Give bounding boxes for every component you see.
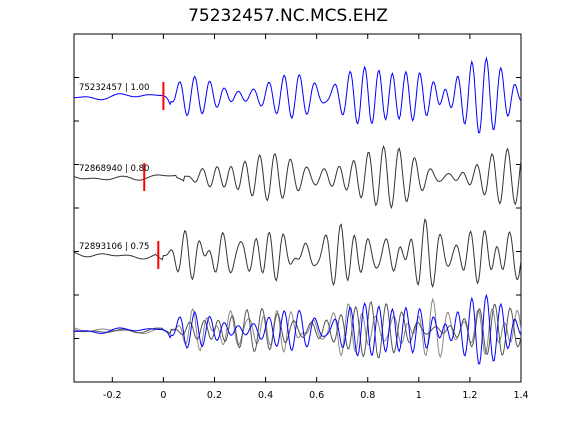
waveform-trace [73,218,522,289]
x-tick-label: 0.2 [207,390,222,401]
x-axis: -0.2 0 0.2 0.4 0.6 0.8 1 1.2 1.4 [103,34,529,401]
stacked-trace [73,293,522,365]
trace-label: 75232457 | 1.00 [79,83,149,93]
y-ticks [74,77,521,339]
waveform-traces [73,56,522,365]
x-tick-label: 0.6 [309,390,324,401]
x-tick-label: 0 [160,390,166,401]
x-tick-label: 0.8 [360,390,375,401]
trace-label: 72868940 | 0.80 [79,164,149,174]
trace-label: 72893106 | 0.75 [79,242,149,252]
waveform-trace [73,145,522,210]
x-tick-label: 1.2 [462,390,477,401]
stacked-trace [73,301,522,359]
x-tick-label: 1.4 [513,390,528,401]
x-tick-label: 1 [416,390,422,401]
x-tick-label: 0.4 [258,390,273,401]
waveform-trace [74,56,522,134]
x-tick-label: -0.2 [103,390,122,401]
chart-title: 75232457.NC.MCS.EHZ [188,6,388,26]
trace-labels: 75232457 | 1.00 72868940 | 0.80 72893106 |… [79,83,149,252]
stacked-trace [73,297,522,358]
